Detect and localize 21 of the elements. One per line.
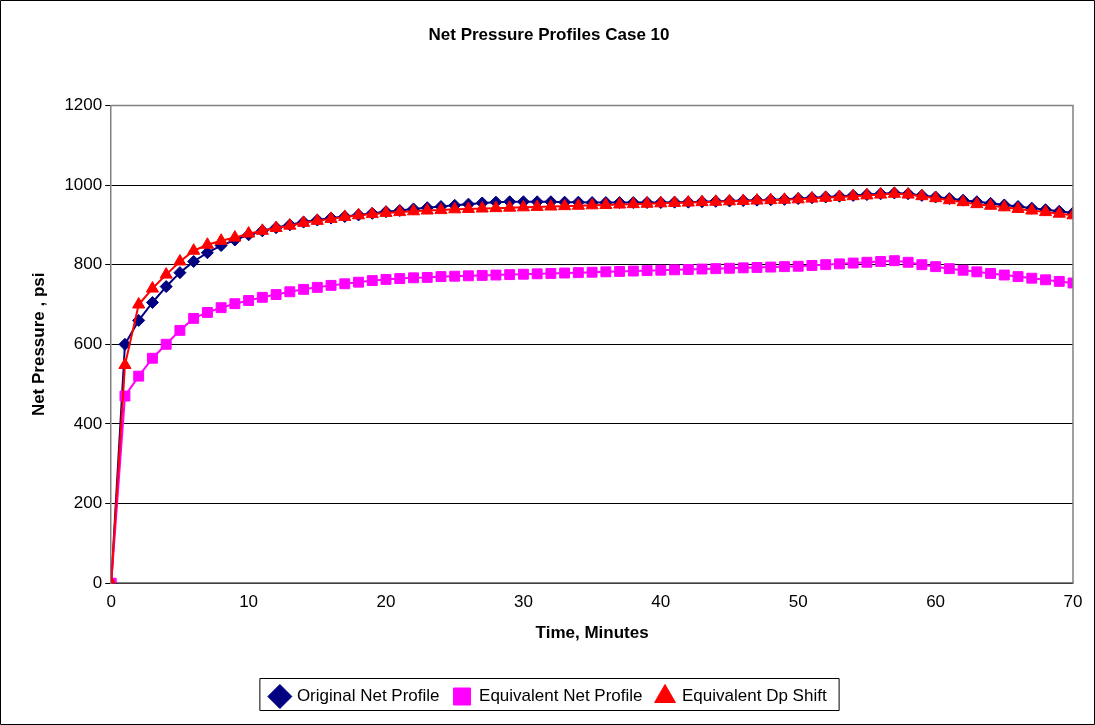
x-tick-label: 10 [239,592,259,612]
x-tick-label: 50 [788,592,808,612]
x-tick-label: 40 [651,592,671,612]
x-tick-label: 60 [926,592,946,612]
x-tick-label: 30 [513,592,533,612]
y-tick-label: 200 [73,493,103,513]
x-axis-title: Time, Minutes [535,623,649,643]
y-tick-label: 600 [73,333,103,353]
y-tick-label: 0 [92,572,103,592]
y-tick-label: 800 [73,254,103,274]
legend-label: Equivalent Dp Shift [682,686,827,706]
legend-label: Original Net Profile [296,686,440,706]
chart-title: Net Pressure Profiles Case 10 [428,24,670,44]
y-tick-label: 1200 [64,95,103,115]
y-tick-label: 1000 [64,174,103,194]
y-tick-label: 400 [73,413,103,433]
y-axis-title: Net Pressure , psi [28,272,48,417]
x-tick-label: 70 [1063,592,1083,612]
legend-label: Equivalent Net Profile [479,686,643,706]
x-tick-label: 0 [106,592,116,612]
x-tick-label: 20 [376,592,396,612]
